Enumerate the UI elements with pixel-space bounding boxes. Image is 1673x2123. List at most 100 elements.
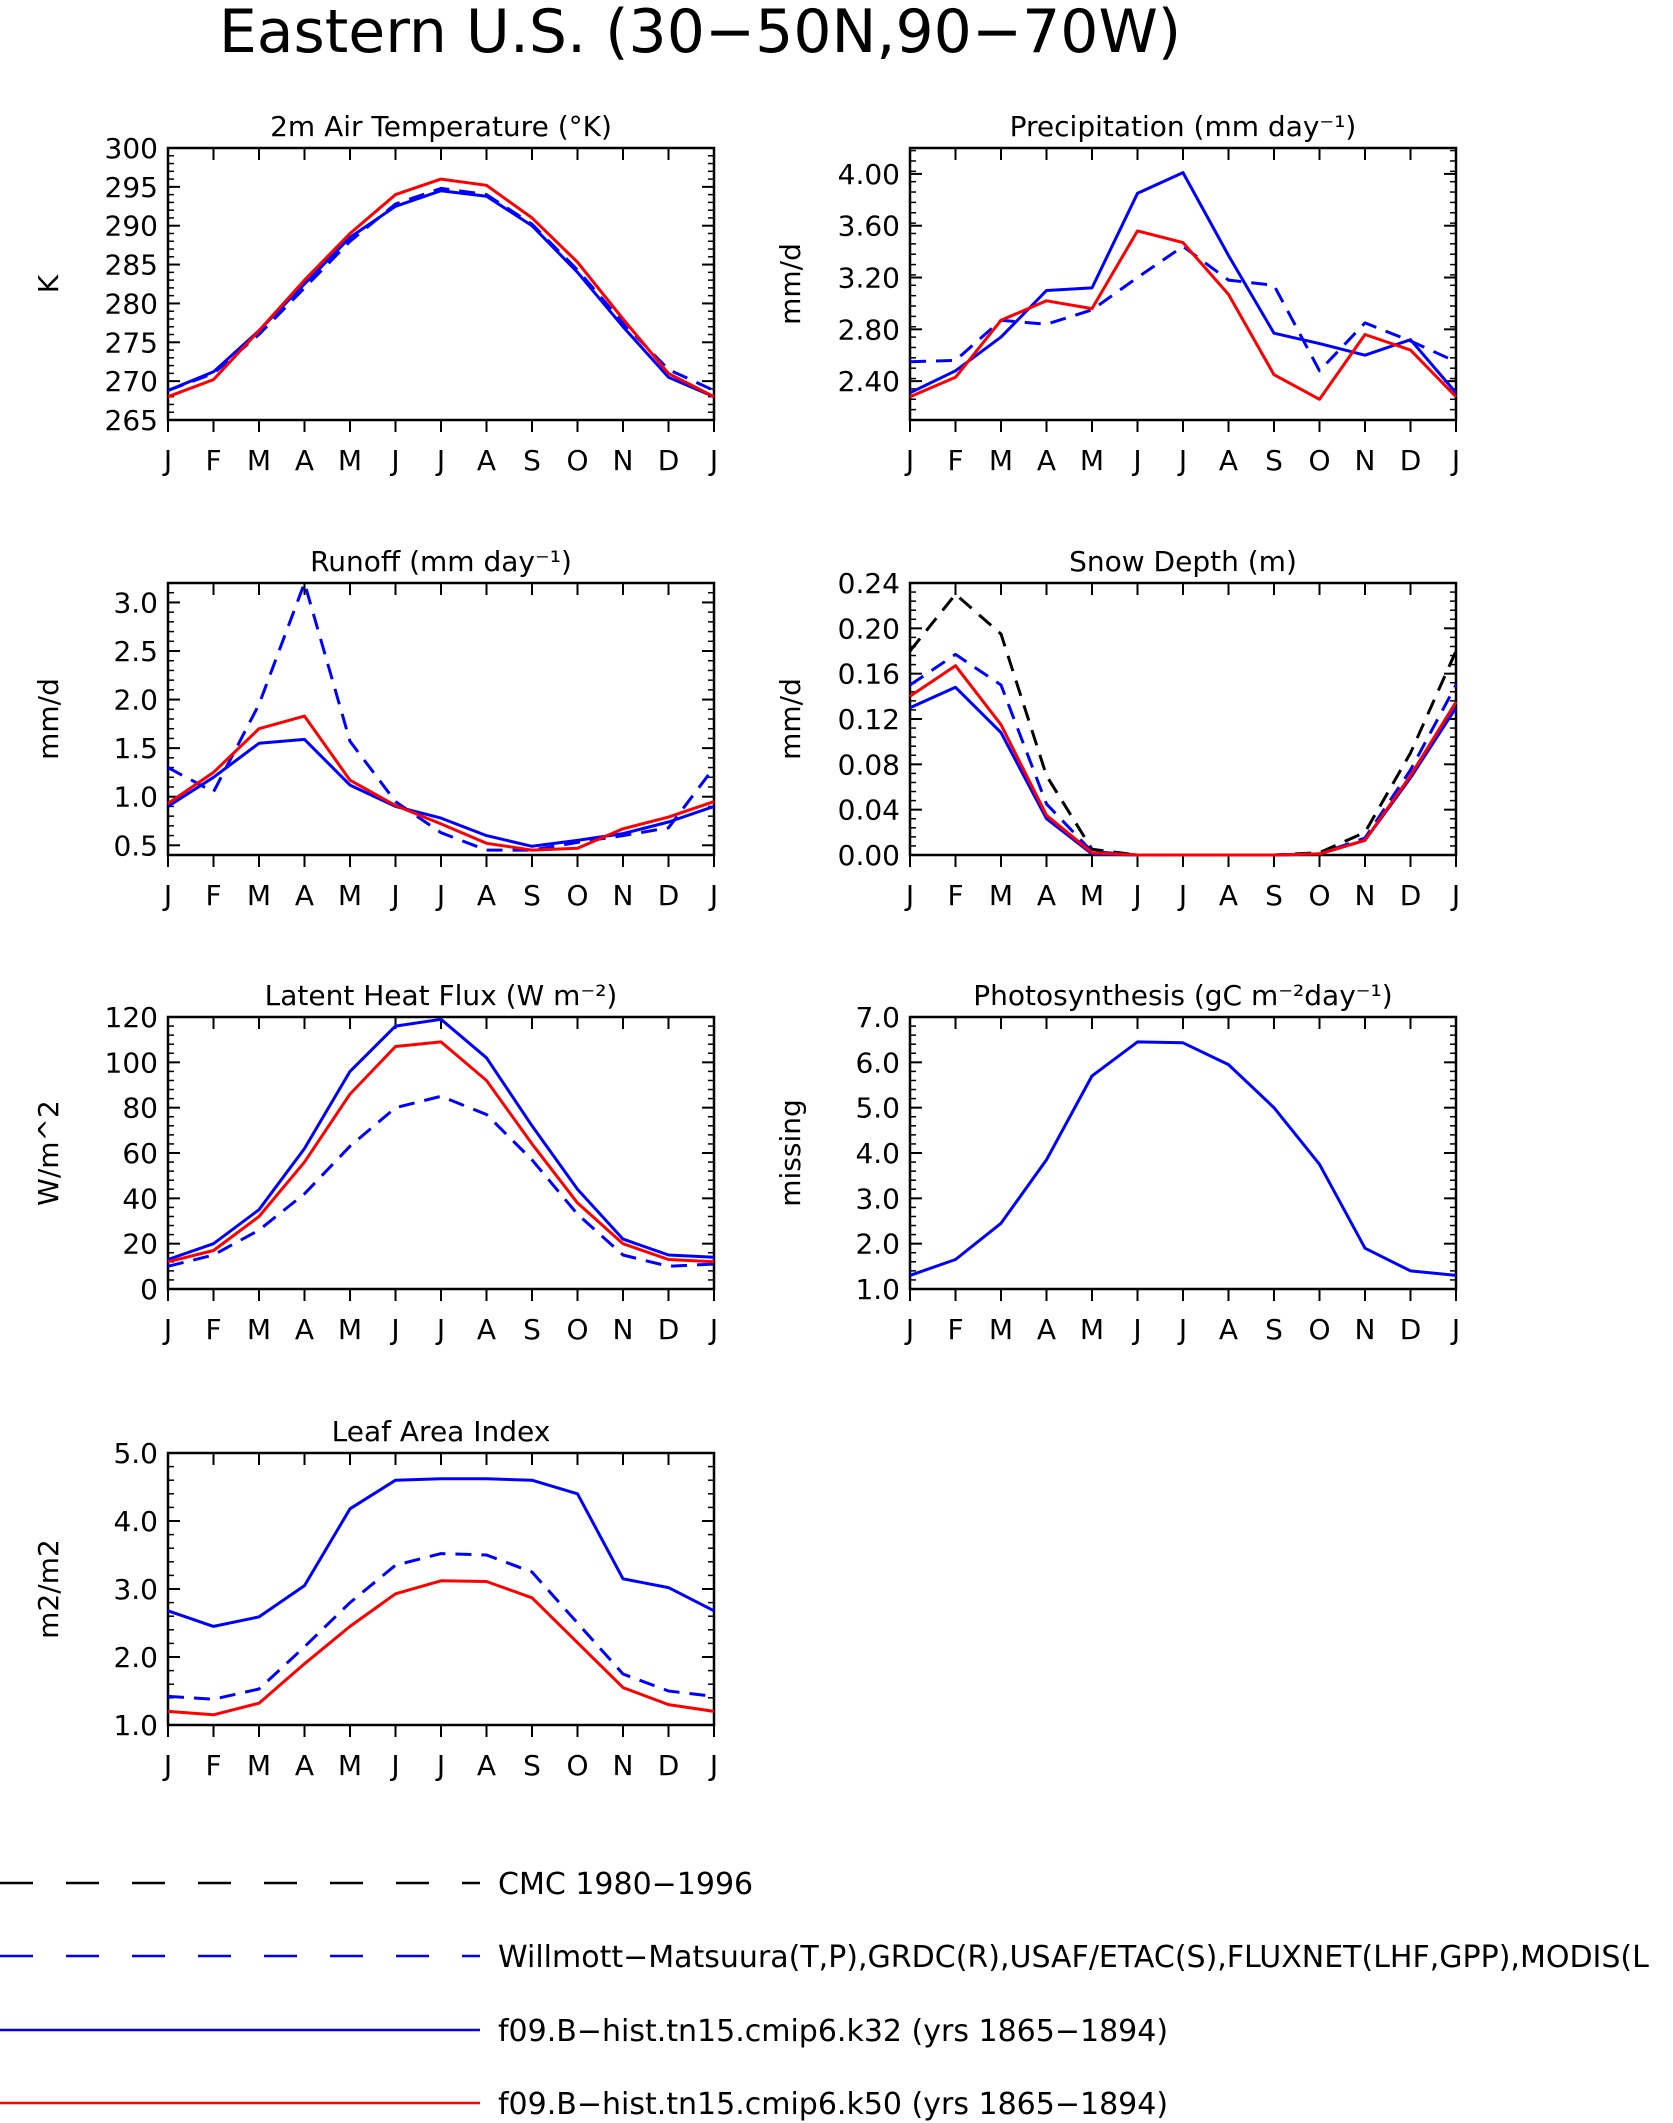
x-tick-label: O [566, 1749, 588, 1782]
y-tick-label: 0.04 [838, 794, 900, 827]
x-tick-label: N [613, 1749, 634, 1782]
legend-label-4: f09.B−hist.tn15.cmip6.k50 (yrs 1865−1894… [498, 2087, 1168, 2122]
x-tick-label: O [1308, 1313, 1330, 1346]
x-tick-label: J [162, 1313, 172, 1346]
plot-frame [908, 581, 1458, 857]
x-tick-label: J [389, 1749, 399, 1782]
x-tick-label: M [247, 444, 271, 477]
series-line-k32 [909, 171, 1458, 395]
panel-5: Latent Heat Flux (W m⁻²) W/m^2 0 20 40 60 80 10… [32, 979, 718, 1346]
x-tick-label: N [613, 444, 634, 477]
x-tick-label: M [247, 1749, 271, 1782]
y-tick-label: 4.00 [838, 158, 900, 191]
series-line-k50 [167, 177, 715, 399]
series-line-obs [167, 186, 715, 392]
y-tick-label: 295 [105, 171, 158, 204]
x-tick-label: D [1400, 879, 1422, 912]
series-line-k50 [167, 1040, 715, 1264]
x-tick-label: F [205, 1749, 221, 1782]
panel-4: Snow Depth (m) mm/d 0.00 0.04 0.08 0.12 0.16 0.… [774, 545, 1460, 912]
y-tick-label: 100 [105, 1046, 158, 1079]
x-tick-label: A [1219, 1313, 1238, 1346]
x-tick-label: M [247, 879, 271, 912]
x-tick-label: D [658, 444, 680, 477]
x-tick-label: J [904, 1313, 914, 1346]
x-tick-label: A [295, 1313, 314, 1346]
panel-3: Runoff (mm day⁻¹) mm/d 0.5 1.0 1.5 2.0 2.5 3.0 J… [32, 545, 718, 912]
y-tick-label: 270 [105, 365, 158, 398]
series-line-k50 [909, 664, 1458, 857]
x-tick-label: D [658, 1313, 680, 1346]
x-tick-label: A [1219, 444, 1238, 477]
x-tick-label: D [658, 1749, 680, 1782]
x-tick-label: S [523, 444, 541, 477]
series-line-cmc [908, 592, 1458, 857]
panel-title: 2m Air Temperature (°K) [270, 110, 612, 143]
series-line-obs [167, 581, 716, 852]
x-tick-label: J [1177, 1313, 1187, 1346]
x-tick-label: O [1308, 444, 1330, 477]
x-tick-label: J [904, 444, 914, 477]
y-tick-label: 6.0 [855, 1046, 900, 1079]
x-tick-label: S [523, 1749, 541, 1782]
y-tick-label: 1.0 [113, 781, 158, 814]
y-tick-label: 2.0 [855, 1228, 900, 1261]
y-tick-label: 0.08 [838, 748, 900, 781]
y-tick-label: 3.20 [838, 262, 900, 295]
y-axis-label: m2/m2 [32, 1539, 65, 1639]
y-tick-label: 2.40 [838, 365, 900, 398]
y-tick-label: 2.0 [113, 684, 158, 717]
x-tick-label: A [477, 879, 496, 912]
x-tick-label: J [904, 879, 914, 912]
x-tick-label: S [523, 879, 541, 912]
x-tick-label: S [523, 1313, 541, 1346]
y-tick-label: 3.0 [113, 1573, 158, 1606]
x-tick-label: J [1450, 444, 1460, 477]
series-line-k32 [909, 1040, 1457, 1277]
y-tick-label: 2.0 [113, 1641, 158, 1674]
legend-label-1: CMC 1980−1996 [498, 1867, 753, 1902]
x-tick-label: J [1131, 879, 1141, 912]
x-tick-label: A [295, 1749, 314, 1782]
main-title: Eastern U.S. (30−50N,90−70W) [219, 0, 1181, 67]
panel-1: 2m Air Temperature (°K) K 265 270 275 280 285 2… [32, 110, 718, 477]
plot-frame [908, 146, 1458, 422]
series-line-k32 [167, 1477, 715, 1628]
x-tick-label: A [1037, 444, 1056, 477]
x-tick-label: A [477, 444, 496, 477]
x-tick-label: F [205, 444, 221, 477]
y-tick-label: 275 [105, 326, 158, 359]
x-tick-label: M [338, 1749, 362, 1782]
y-axis-label: mm/d [32, 678, 65, 760]
x-tick-label: A [477, 1313, 496, 1346]
panel-title: Snow Depth (m) [1069, 545, 1297, 578]
y-tick-label: 0.16 [838, 658, 900, 691]
plot-frame [908, 1015, 1458, 1291]
panel-title: Runoff (mm day⁻¹) [310, 545, 572, 578]
x-tick-label: M [247, 1313, 271, 1346]
x-tick-label: M [1080, 444, 1104, 477]
y-tick-label: 0.5 [113, 829, 158, 862]
x-tick-label: J [389, 879, 399, 912]
y-tick-label: 3.60 [838, 210, 900, 243]
y-axis-label: W/m^2 [32, 1100, 65, 1206]
series-line-k32 [167, 1017, 715, 1261]
panel-title: Leaf Area Index [332, 1415, 551, 1448]
x-tick-label: J [435, 1313, 445, 1346]
x-tick-label: J [708, 1313, 718, 1346]
x-tick-label: F [947, 444, 963, 477]
y-tick-label: 265 [105, 404, 158, 437]
x-tick-label: A [1037, 1313, 1056, 1346]
x-tick-label: M [338, 444, 362, 477]
x-tick-label: J [389, 444, 399, 477]
x-tick-label: O [566, 444, 588, 477]
x-tick-label: F [947, 879, 963, 912]
x-tick-label: J [435, 1749, 445, 1782]
y-tick-label: 3.0 [855, 1182, 900, 1215]
panel-2: Precipitation (mm day⁻¹) mm/d 2.40 2.80 3.20… [774, 110, 1460, 477]
y-tick-label: 7.0 [855, 1001, 900, 1034]
y-tick-label: 280 [105, 287, 158, 320]
x-tick-label: N [613, 1313, 634, 1346]
series-line-obs [167, 1094, 715, 1268]
y-tick-label: 5.0 [113, 1437, 158, 1470]
